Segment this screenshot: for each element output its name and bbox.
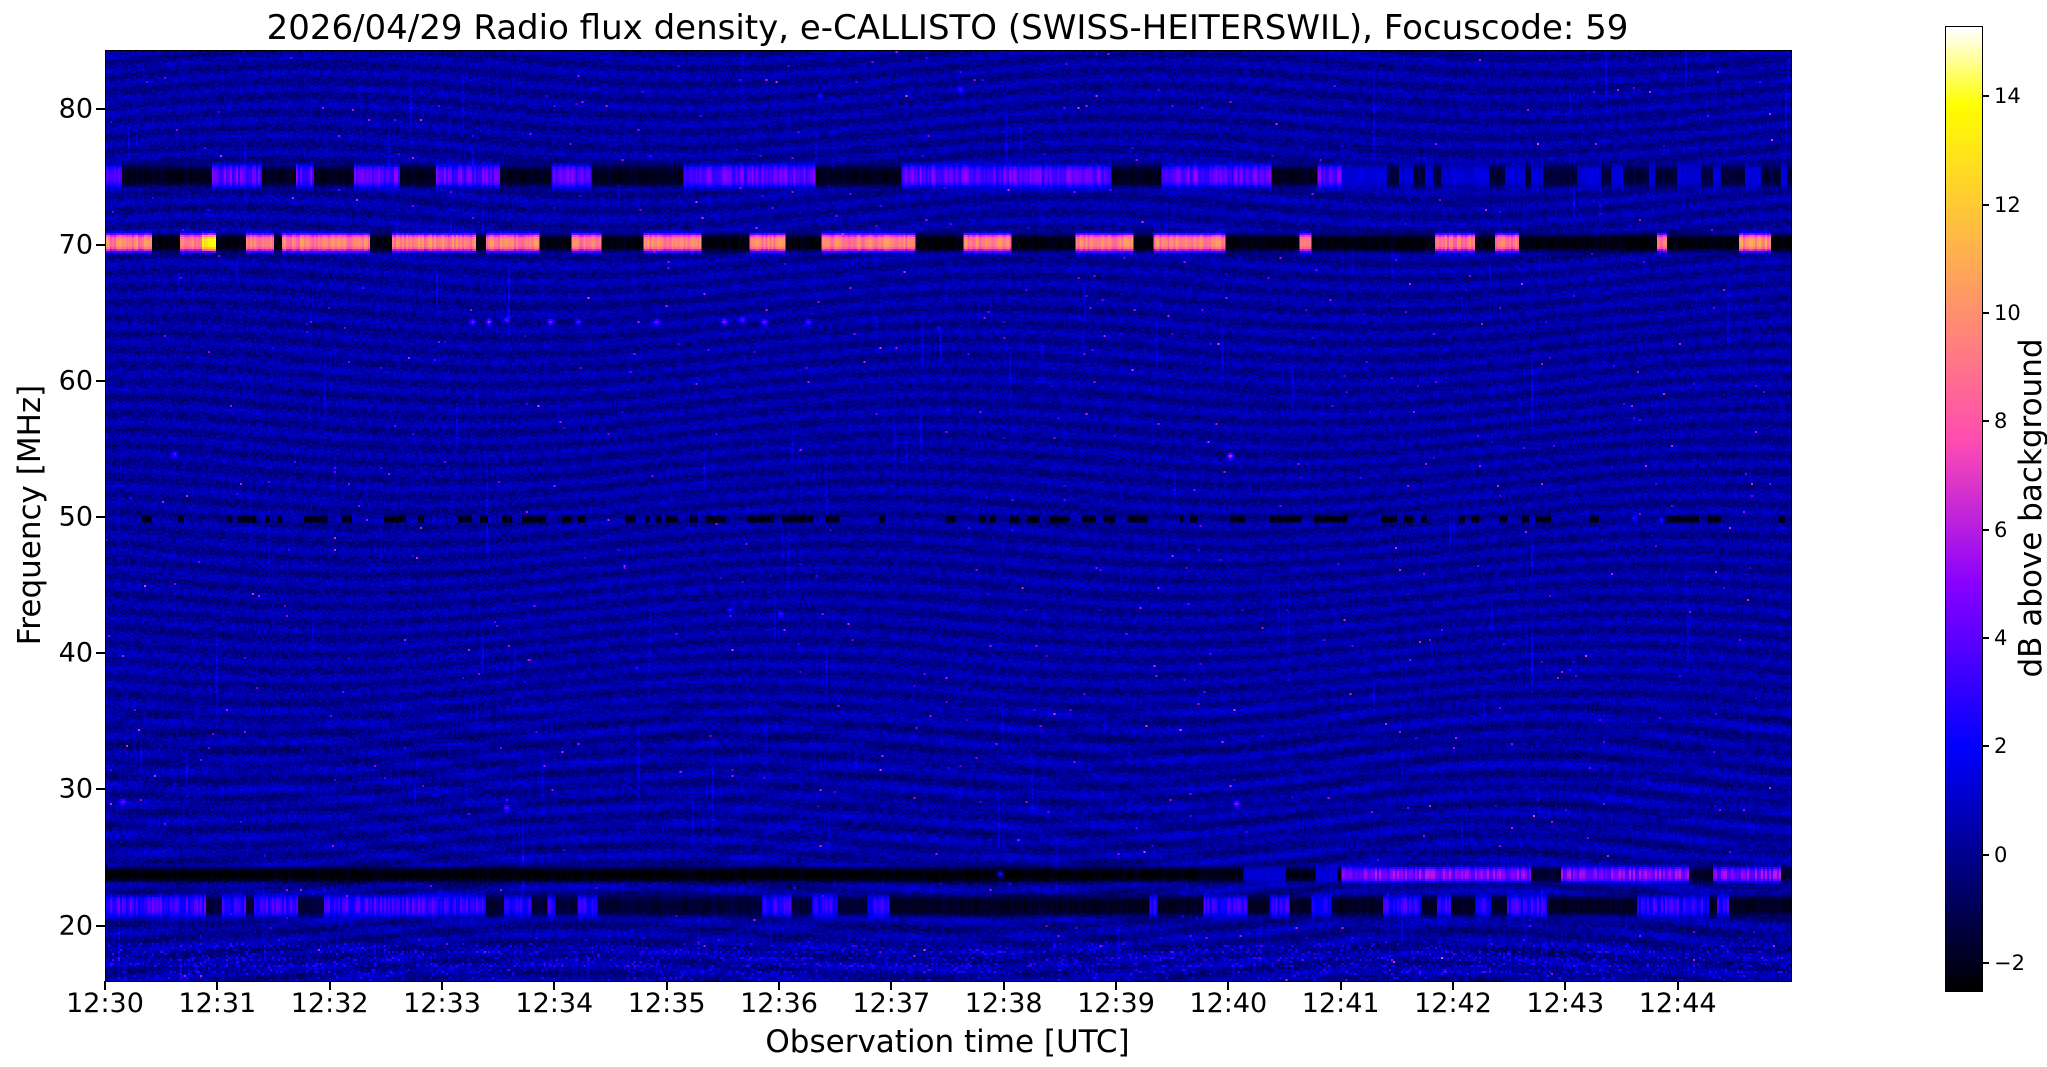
x-tick-mark	[1115, 981, 1117, 990]
y-tick-label: 80	[58, 93, 93, 125]
colorbar-tick-label: 14	[1994, 84, 2021, 109]
x-tick-mark	[1227, 981, 1230, 990]
x-tick-mark	[890, 981, 893, 990]
x-tick-label: 12:35	[627, 988, 706, 1019]
x-tick-mark	[1676, 981, 1679, 990]
x-tick-mark	[778, 981, 780, 990]
y-tick-label: 30	[58, 773, 93, 805]
x-tick-label: 12:44	[1638, 988, 1717, 1019]
x-tick-mark	[104, 981, 106, 990]
y-tick-mark	[96, 516, 105, 519]
x-tick-mark	[441, 981, 443, 990]
x-tick-label: 12:36	[740, 988, 818, 1019]
x-tick-mark	[553, 981, 556, 990]
y-tick-mark	[96, 788, 105, 791]
colorbar-gradient-canvas	[1946, 27, 1982, 991]
x-tick-mark	[665, 981, 668, 990]
x-tick-mark	[216, 981, 219, 990]
y-tick-label: 60	[58, 365, 93, 397]
y-tick-mark	[96, 107, 105, 110]
colorbar-tick-label: 6	[1994, 517, 2008, 542]
x-tick-mark	[1452, 981, 1454, 990]
x-tick-mark	[1339, 981, 1342, 990]
y-tick-mark	[96, 379, 105, 382]
plot-area	[105, 50, 1792, 982]
colorbar-tick-mark	[1982, 95, 1989, 98]
y-tick-mark	[96, 243, 105, 246]
colorbar-tick-mark	[1982, 420, 1989, 423]
x-tick-label: 12:30	[66, 988, 144, 1019]
x-tick-label: 12:33	[403, 988, 481, 1019]
x-tick-label: 12:31	[178, 988, 257, 1019]
spectrogram-canvas	[106, 51, 1791, 981]
colorbar-tick-label: 2	[1994, 734, 2008, 759]
x-axis-label: Observation time [UTC]	[765, 1024, 1130, 1060]
colorbar-tick-mark	[1982, 853, 1989, 856]
x-tick-label: 12:32	[290, 988, 369, 1019]
x-tick-label: 12:42	[1414, 988, 1492, 1019]
x-tick-label: 12:37	[852, 988, 931, 1019]
x-tick-label: 12:43	[1526, 988, 1605, 1019]
colorbar-tick-mark	[1982, 312, 1989, 315]
colorbar-label: dB above background	[2013, 338, 2047, 678]
y-tick-mark	[96, 924, 105, 927]
colorbar	[1945, 26, 1983, 992]
x-tick-mark	[1564, 981, 1567, 990]
colorbar-tick-label: 8	[1994, 409, 2008, 434]
y-tick-mark	[96, 652, 105, 655]
y-tick-label: 40	[58, 637, 93, 669]
x-tick-label: 12:34	[515, 988, 594, 1019]
x-tick-label: 12:41	[1301, 988, 1380, 1019]
colorbar-tick-label: 12	[1994, 192, 2021, 217]
y-tick-label: 20	[58, 910, 93, 942]
y-tick-label: 50	[58, 501, 93, 533]
x-tick-mark	[1002, 981, 1005, 990]
colorbar-tick-label: 0	[1994, 842, 2008, 867]
x-tick-label: 12:40	[1189, 988, 1268, 1019]
colorbar-tick-label: 4	[1994, 625, 2008, 650]
colorbar-tick-mark	[1982, 745, 1989, 748]
x-tick-label: 12:39	[1077, 988, 1155, 1019]
x-tick-mark	[328, 981, 331, 990]
colorbar-tick-mark	[1982, 961, 1989, 964]
colorbar-tick-mark	[1982, 636, 1989, 639]
chart-title: 2026/04/29 Radio flux density, e-CALLIST…	[266, 8, 1629, 48]
colorbar-tick-label: −2	[1994, 950, 2025, 975]
y-axis-label: Frequency [MHz]	[12, 384, 48, 646]
colorbar-tick-mark	[1982, 203, 1989, 206]
colorbar-tick-label: 10	[1994, 301, 2021, 326]
colorbar-tick-mark	[1982, 528, 1989, 531]
x-tick-label: 12:38	[964, 988, 1043, 1019]
y-tick-label: 70	[58, 229, 93, 261]
